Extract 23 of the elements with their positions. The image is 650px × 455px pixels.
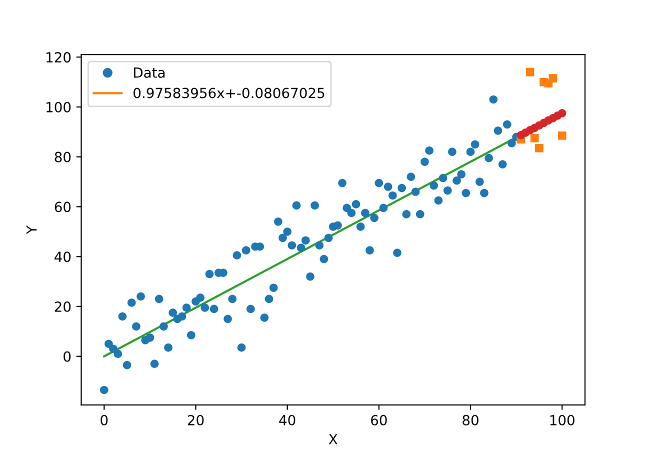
point [530, 134, 539, 142]
y-tick-label: 60 [54, 202, 71, 212]
y-tick-label: 0 [64, 351, 71, 362]
point [535, 144, 544, 152]
x-tick-label: 100 [550, 414, 574, 426]
point [526, 68, 534, 76]
y-tick-label: 80 [54, 152, 71, 162]
y-axis-title: Y [26, 226, 37, 234]
x-tick-label: 60 [371, 414, 387, 426]
x-axis-title: X [328, 434, 338, 444]
x-tick-label: 80 [462, 414, 478, 426]
x-tick-label: 0 [100, 414, 108, 426]
y-tick-label: 120 [46, 52, 71, 63]
y-tick-label: 20 [54, 301, 71, 312]
x-tick-label: 20 [188, 414, 204, 426]
legend-label: 0.97583956x+-0.08067025 [134, 88, 324, 98]
legend-label: Data [134, 68, 165, 78]
point [558, 109, 566, 118]
y-tick-label: 100 [46, 102, 71, 112]
point [548, 74, 558, 82]
y-tick-label: 40 [54, 252, 71, 262]
x-tick-label: 40 [279, 414, 296, 426]
point [558, 131, 566, 140]
